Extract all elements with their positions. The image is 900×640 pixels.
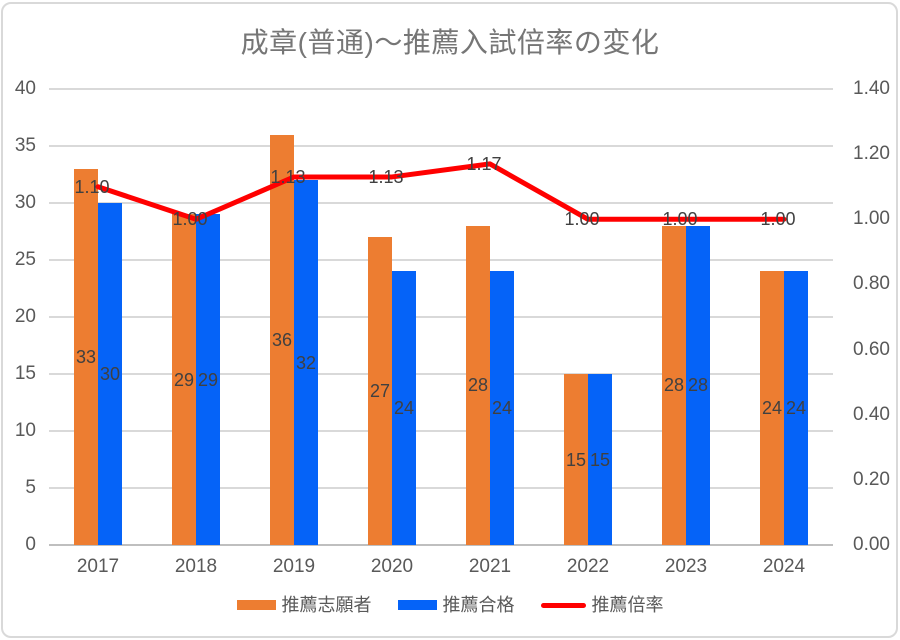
- y-tick-label-right: 1.40: [853, 78, 890, 99]
- bar-2023-1: [686, 225, 710, 545]
- gridline: [49, 202, 833, 204]
- bar-2023-0: [662, 225, 686, 545]
- bar-2022-1: [588, 374, 612, 545]
- bar-value-label: 29: [197, 369, 219, 390]
- line-value-label: 1.00: [564, 209, 600, 230]
- legend-label: 推薦志願者: [281, 595, 372, 615]
- legend-bar-swatch: [397, 600, 437, 610]
- legend-label: 推薦合格: [442, 595, 515, 615]
- bar-value-label: 29: [173, 369, 195, 390]
- bar-value-label: 28: [663, 375, 685, 396]
- y-tick-label-left: 20: [14, 306, 36, 327]
- y-tick-label-right: 0.40: [853, 403, 890, 425]
- bar-2018-1: [196, 214, 220, 545]
- bar-2024-1: [784, 271, 808, 545]
- y-tick-label-left: 5: [25, 477, 36, 498]
- legend-label: 推薦倍率: [591, 595, 664, 615]
- bar-value-label: 27: [369, 381, 391, 402]
- line-value-label: 1.10: [74, 176, 110, 197]
- legend: 推薦志願者 推薦合格 推薦倍率: [0, 595, 900, 615]
- y-tick-label-left: 0: [25, 534, 36, 555]
- ratio-line: [95, 161, 787, 222]
- y-tick-label-right: 1.00: [853, 208, 890, 230]
- bar-value-label: 15: [565, 449, 587, 470]
- bar-value-label: 24: [393, 398, 415, 419]
- y-tick-label-left: 30: [14, 192, 36, 213]
- x-tick-label: 2020: [370, 556, 414, 577]
- line-value-label: 1.13: [368, 166, 404, 187]
- gridline: [49, 430, 833, 432]
- bar-2017-1: [98, 203, 122, 545]
- x-tick-label: 2017: [76, 556, 120, 577]
- legend-line-swatch: [540, 602, 586, 608]
- bar-value-label: 24: [761, 398, 783, 419]
- bar-2022-0: [564, 374, 588, 545]
- line-value-label: 1.17: [466, 153, 502, 174]
- x-tick-label: 2022: [566, 556, 610, 577]
- bar-2020-0: [368, 237, 392, 545]
- y-tick-label-left: 35: [14, 135, 36, 156]
- gridline: [49, 316, 833, 318]
- chart-title: 成章(普通)〜推薦入試倍率の変化: [240, 27, 660, 58]
- bar-2021-0: [466, 225, 490, 545]
- y-tick-label-left: 40: [14, 78, 36, 99]
- bar-value-label: 32: [295, 352, 317, 373]
- y-tick-label-left: 25: [14, 249, 36, 270]
- x-tick-label: 2019: [272, 556, 316, 577]
- y-tick-label-right: 1.20: [853, 143, 890, 165]
- legend-item-bar: 推薦志願者: [236, 595, 372, 615]
- bar-value-label: 28: [687, 375, 709, 396]
- y-tick-label-left: 15: [14, 363, 36, 384]
- bar-2019-0: [270, 134, 294, 545]
- legend-item-bar: 推薦合格: [397, 595, 515, 615]
- bar-value-label: 30: [99, 364, 121, 384]
- bar-value-label: 15: [589, 449, 611, 470]
- legend-item-line: 推薦倍率: [540, 595, 664, 615]
- gridline: [49, 259, 833, 261]
- bar-value-label: 28: [467, 375, 489, 396]
- y-tick-label-right: 0.60: [853, 338, 890, 360]
- bar-2018-0: [172, 214, 196, 545]
- bar-value-label: 24: [785, 398, 807, 419]
- gridline: [49, 373, 833, 375]
- line-value-label: 1.13: [270, 166, 306, 187]
- legend-bar-swatch: [236, 600, 276, 610]
- y-tick-label-right: 0.20: [853, 468, 890, 490]
- bar-2020-1: [392, 271, 416, 545]
- bar-2024-0: [760, 271, 784, 545]
- bar-value-label: 36: [271, 329, 293, 350]
- bar-2021-1: [490, 271, 514, 545]
- line-value-label: 1.00: [662, 209, 698, 230]
- x-tick-label: 2021: [468, 556, 512, 577]
- y-tick-label-left: 10: [14, 420, 36, 441]
- y-tick-label-right: 0.80: [853, 273, 890, 295]
- x-tick-label: 2024: [762, 556, 806, 577]
- x-tick-label: 2018: [174, 556, 218, 577]
- gridline: [49, 88, 833, 90]
- x-axis-line: [49, 544, 833, 546]
- bar-value-label: 33: [75, 346, 97, 367]
- gridline: [49, 487, 833, 489]
- y-tick-label-right: 0.00: [853, 534, 890, 555]
- line-value-label: 1.00: [172, 209, 208, 230]
- x-tick-label: 2023: [664, 556, 708, 577]
- bar-value-label: 24: [491, 398, 513, 419]
- bar-2019-1: [294, 180, 318, 545]
- bar-2017-0: [74, 168, 98, 545]
- gridline: [49, 145, 833, 147]
- line-value-label: 1.00: [760, 209, 796, 230]
